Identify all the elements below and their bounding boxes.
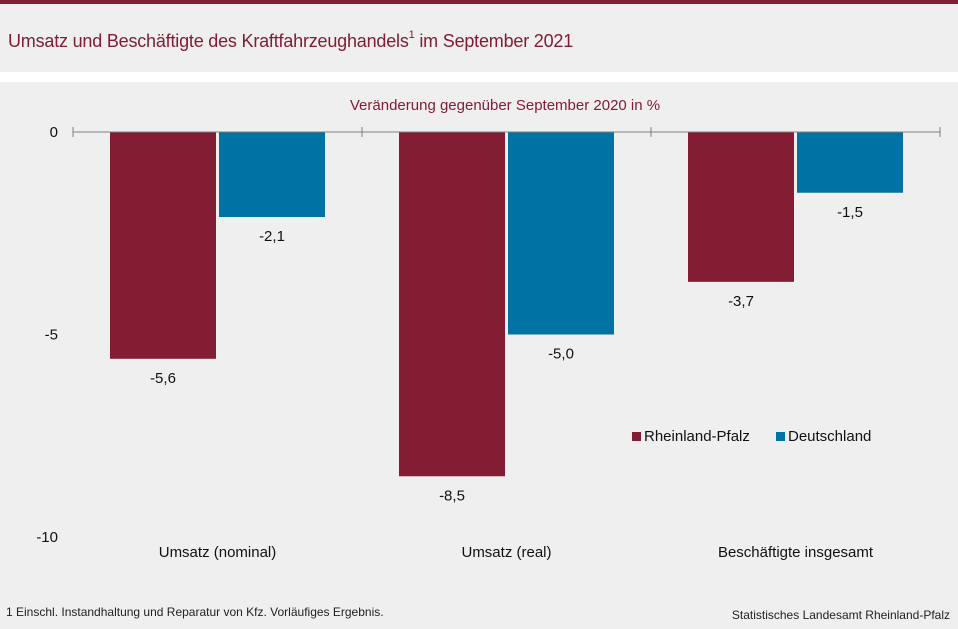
chart-subtitle: Veränderung gegenüber September 2020 in …: [350, 97, 660, 114]
title-suffix: im September 2021: [414, 31, 574, 51]
legend-swatch: [776, 432, 785, 441]
y-tick-label: -10: [36, 529, 58, 546]
data-label: -1,5: [837, 204, 863, 221]
labels-group: -5,6 -2,1 Umsatz (nominal) -8,5 -5,0 Umsatz (…: [150, 204, 874, 561]
x-tick-label: Beschäftigte insgesamt: [718, 544, 874, 561]
bar-deutschland-1: [508, 132, 614, 335]
data-label: -5,6: [150, 370, 176, 387]
bar-deutschland-2: [797, 132, 903, 193]
data-label: -2,1: [259, 228, 285, 245]
data-label: -5,0: [548, 346, 574, 363]
data-label: -8,5: [439, 487, 465, 504]
footnote: 1 Einschl. Instandhaltung und Reparatur …: [6, 605, 384, 619]
title-main: Umsatz und Beschäftigte des Kraftfahrzeu…: [8, 31, 409, 51]
legend-label: Rheinland-Pfalz: [644, 428, 750, 445]
bar-rheinland-pfalz-1: [399, 132, 505, 477]
x-tick-label: Umsatz (real): [461, 544, 551, 561]
bar-chart: Veränderung gegenüber September 2020 in …: [36, 97, 941, 561]
header-divider: [0, 72, 958, 82]
source-note: Statistisches Landesamt Rheinland-Pfalz: [731, 608, 950, 622]
bars-group: [110, 132, 903, 477]
y-tick-label: -5: [45, 327, 58, 344]
y-tick-label: 0: [50, 124, 58, 141]
legend-swatch: [632, 432, 641, 441]
axis-group: 0 -5 -10: [36, 124, 941, 546]
bar-rheinland-pfalz-0: [110, 132, 216, 359]
bar-rheinland-pfalz-2: [688, 132, 794, 282]
x-tick-label: Umsatz (nominal): [159, 544, 277, 561]
legend-label: Deutschland: [788, 428, 871, 445]
title-footnote-marker: 1: [408, 29, 415, 41]
page-title: Umsatz und Beschäftigte des Kraftfahrzeu…: [8, 29, 574, 52]
top-accent-bar: [0, 0, 958, 4]
bar-deutschland-0: [219, 132, 325, 218]
legend: Rheinland-Pfalz Deutschland: [632, 428, 871, 445]
data-label: -3,7: [728, 293, 754, 310]
header: Umsatz und Beschäftigte des Kraftfahrzeu…: [0, 4, 958, 72]
